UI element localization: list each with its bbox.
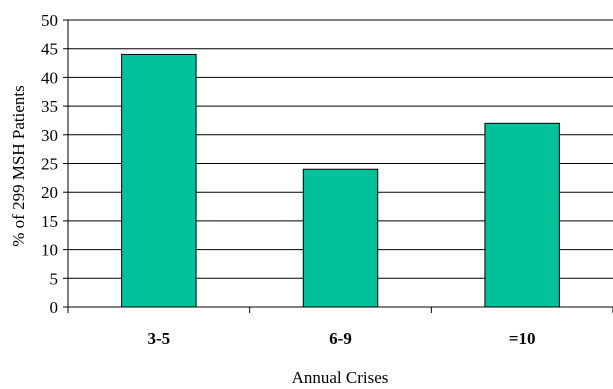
- x-tick-label: 3-5: [147, 329, 170, 348]
- y-tick-label: 15: [41, 212, 58, 231]
- y-tick-label: 30: [41, 126, 58, 145]
- y-ticks: 0 5 10 15 20 25 30 35 40 45 50: [41, 11, 68, 317]
- bar-1: [302, 168, 379, 308]
- y-axis-title: % of 299 MSH Patients: [9, 85, 28, 247]
- x-axis-title: Annual Crises: [292, 368, 389, 387]
- x-ticks: 3-5 6-9 =10: [67, 307, 613, 348]
- x-tick-label: =10: [509, 329, 536, 348]
- y-tick-label: 10: [41, 241, 58, 260]
- y-tick-label: 5: [50, 269, 59, 288]
- y-tick-label: 40: [41, 68, 58, 87]
- bar-2: [484, 122, 560, 308]
- y-tick-label: 45: [41, 40, 58, 59]
- bars: [121, 53, 560, 308]
- bar-0: [121, 53, 197, 308]
- y-tick-label: 0: [50, 298, 59, 317]
- y-tick-label: 35: [41, 97, 58, 116]
- y-tick-label: 20: [41, 183, 58, 202]
- x-tick-label: 6-9: [329, 329, 352, 348]
- y-tick-label: 50: [41, 11, 58, 30]
- y-tick-label: 25: [41, 155, 58, 174]
